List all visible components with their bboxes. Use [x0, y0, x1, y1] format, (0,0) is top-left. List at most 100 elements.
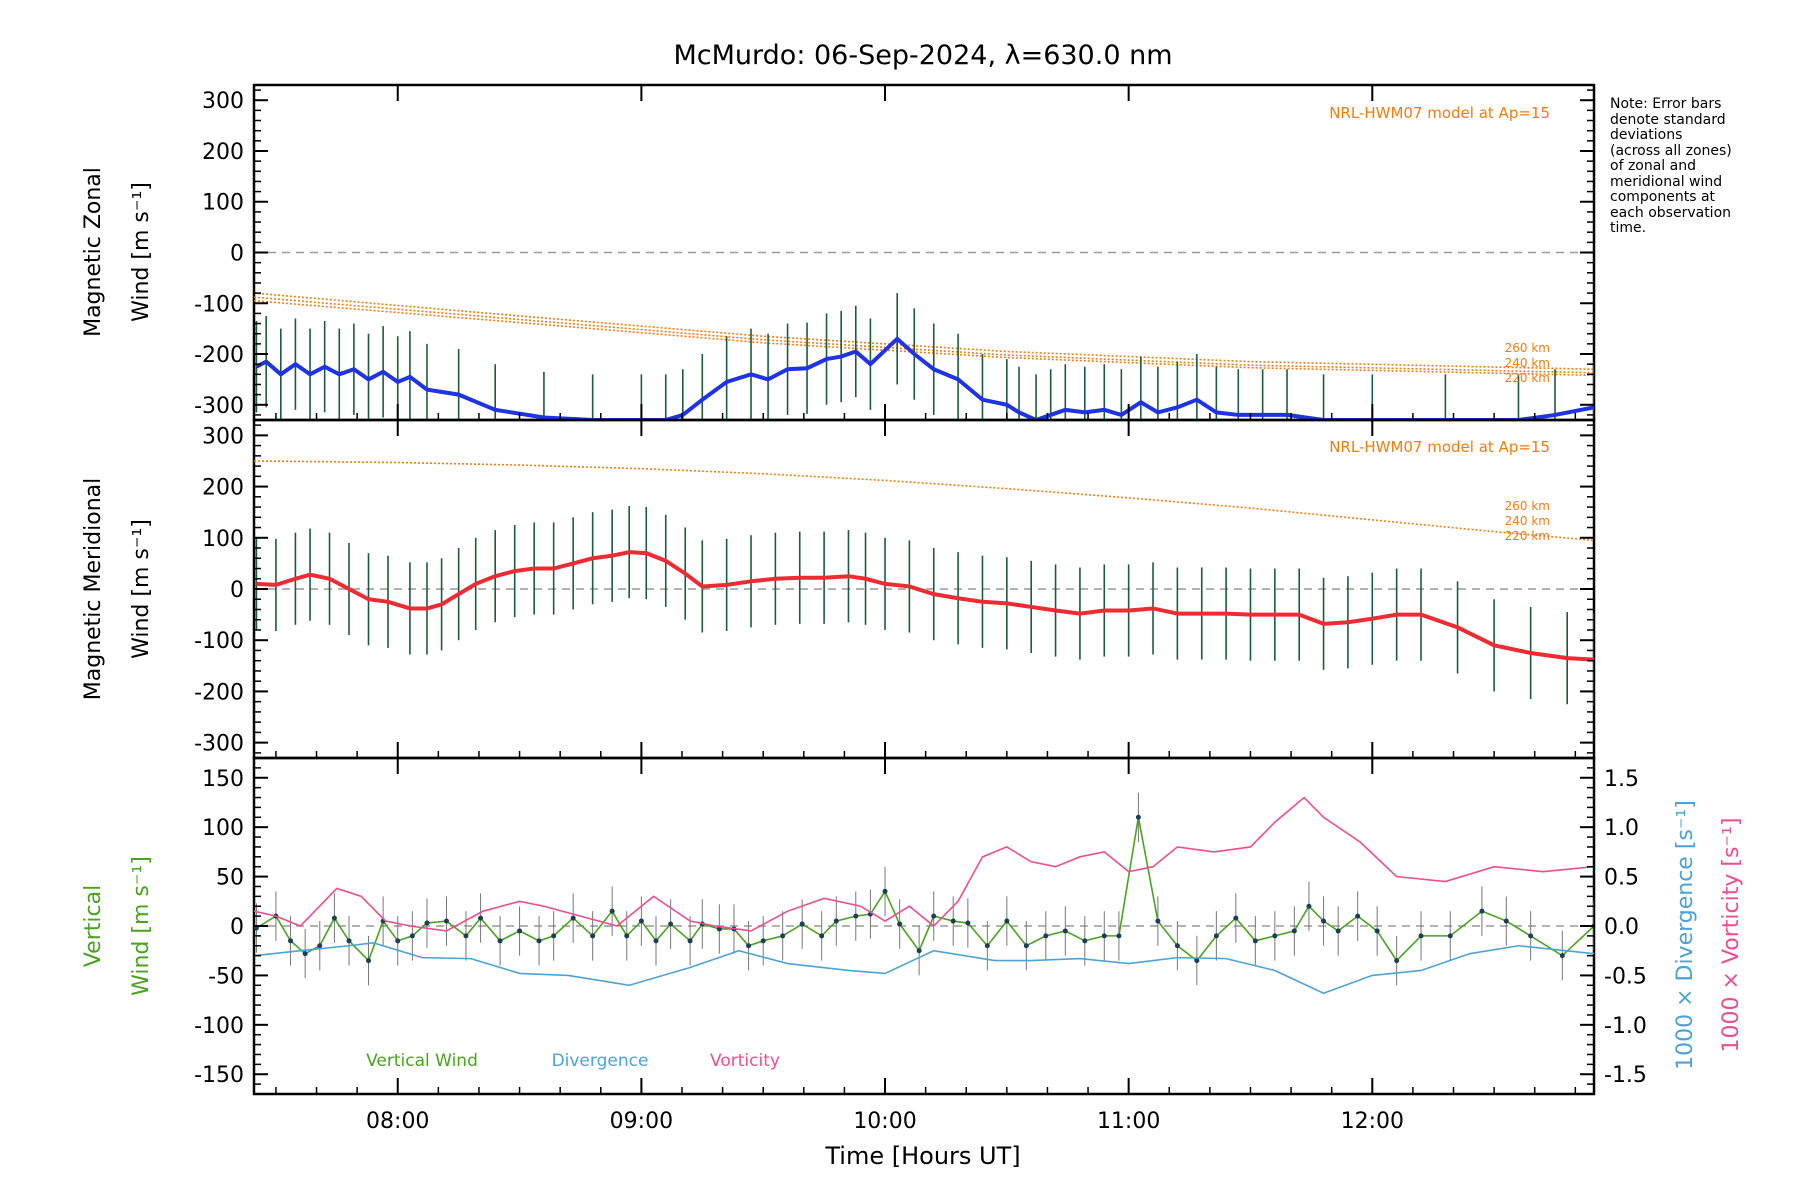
data-point — [409, 933, 415, 939]
data-point — [1062, 928, 1068, 934]
y-tick-label: -50 — [208, 964, 244, 989]
note-line: time. — [1610, 220, 1647, 236]
y-tick-label: 100 — [202, 816, 244, 841]
panel-vertical-ylabel-line1: Vertical — [81, 885, 106, 967]
note-line: components at — [1610, 189, 1716, 205]
data-point — [1394, 958, 1400, 964]
data-point — [1004, 918, 1010, 924]
data-point — [1447, 933, 1453, 939]
panel-plot-area — [254, 792, 1594, 995]
series-line — [256, 550, 1594, 662]
data-point — [1174, 943, 1180, 949]
series-line — [254, 941, 1594, 995]
data-point — [931, 913, 937, 919]
x-tick-label: 08:00 — [366, 1109, 429, 1134]
panel-meridional-ylabel-line1: Magnetic Meridional — [81, 478, 106, 700]
data-point — [1252, 938, 1258, 944]
y-tick-label: 0 — [230, 915, 244, 940]
data-point — [1291, 928, 1297, 934]
panel-meridional-model-label: NRL-HWM07 model at Ap=15 — [1329, 438, 1550, 456]
model-curve — [254, 292, 1594, 371]
x-tick-label: 09:00 — [610, 1109, 673, 1134]
y2-tick-label: 1.5 — [1604, 767, 1639, 792]
model-altitude-label: 260 km — [1505, 341, 1550, 355]
legend-vertical-wind: Vertical Wind — [366, 1051, 478, 1071]
data-point — [1528, 933, 1534, 939]
y-tick-label: 300 — [202, 424, 244, 449]
error-bar-note: Note: Error bars denote standard deviati… — [1610, 96, 1780, 237]
data-point — [1213, 933, 1219, 939]
note-line: denote standard — [1610, 111, 1726, 128]
data-point — [1503, 918, 1509, 924]
y-tick-label: 200 — [202, 140, 244, 165]
data-point — [965, 920, 971, 926]
note-line: meridional wind — [1610, 173, 1723, 190]
data-point — [780, 933, 786, 939]
data-point — [1321, 918, 1327, 924]
data-point — [536, 938, 542, 944]
model-altitude-label: 240 km — [1505, 514, 1550, 528]
y2-tick-label: 1.0 — [1604, 816, 1639, 841]
y-tick-label: -150 — [194, 1063, 244, 1088]
y-tick-label: 0 — [230, 578, 244, 603]
panel-vertical: 150 100 50 0 -50 -100 -150 1.5 1.0 0.5 0.0 -0.5 -1.0… — [81, 756, 1744, 1096]
data-point — [760, 938, 766, 944]
data-point — [590, 933, 596, 939]
data-point — [463, 933, 469, 939]
data-point — [1418, 933, 1424, 939]
data-point — [1374, 928, 1380, 934]
data-point — [570, 915, 576, 921]
data-point — [1135, 814, 1141, 820]
x-axis-label: Time [Hours UT] — [824, 1142, 1020, 1170]
data-point — [1194, 958, 1200, 964]
note-line: of zonal and — [1610, 158, 1696, 174]
data-point — [288, 938, 294, 944]
y-tick-label: 100 — [202, 191, 244, 216]
model-curve — [254, 460, 1594, 542]
x-tick-label: 12:00 — [1341, 1109, 1404, 1134]
data-point — [424, 920, 430, 926]
y2-tick-label: -0.5 — [1604, 964, 1647, 989]
note-line: (across all zones) — [1610, 142, 1732, 159]
x-tick-label: 10:00 — [853, 1109, 916, 1134]
y-tick-label: -100 — [194, 629, 244, 654]
data-point — [1155, 918, 1161, 924]
model-altitude-label: 240 km — [1505, 356, 1550, 370]
y-tick-label: -300 — [194, 732, 244, 757]
data-point — [624, 933, 630, 939]
series-line — [254, 796, 1594, 932]
data-point — [853, 913, 859, 919]
data-point — [517, 928, 523, 934]
data-point — [833, 918, 839, 924]
y-tick-label: 0 — [230, 242, 244, 267]
y-tick-label: 150 — [202, 767, 244, 792]
data-point — [882, 888, 888, 894]
y2-label-divergence: 1000 × Divergence [s⁻¹] — [1673, 800, 1698, 1070]
panel-plot-area — [254, 460, 1594, 706]
data-point — [687, 938, 693, 944]
legend-vorticity: Vorticity — [710, 1051, 780, 1071]
data-point — [366, 958, 372, 964]
data-point — [478, 915, 484, 921]
model-curve — [254, 296, 1594, 374]
data-point — [1023, 943, 1029, 949]
data-point — [1233, 915, 1239, 921]
data-point — [1101, 933, 1107, 939]
panel-meridional-ylabel-line2: Wind [m s⁻¹] — [129, 519, 154, 659]
model-altitude-label: 260 km — [1505, 499, 1550, 513]
data-point — [1272, 933, 1278, 939]
x-axis: 08:00 09:00 10:00 11:00 12:00 — [275, 85, 1577, 1134]
panel-zonal-ylabel-line2: Wind [m s⁻¹] — [129, 182, 154, 322]
data-point — [317, 943, 323, 949]
data-point — [551, 933, 557, 939]
y-tick-label: -200 — [194, 680, 244, 705]
data-point — [331, 915, 337, 921]
data-point — [395, 938, 401, 944]
data-point — [1355, 913, 1361, 919]
data-point — [302, 951, 308, 957]
data-point — [1306, 903, 1312, 909]
